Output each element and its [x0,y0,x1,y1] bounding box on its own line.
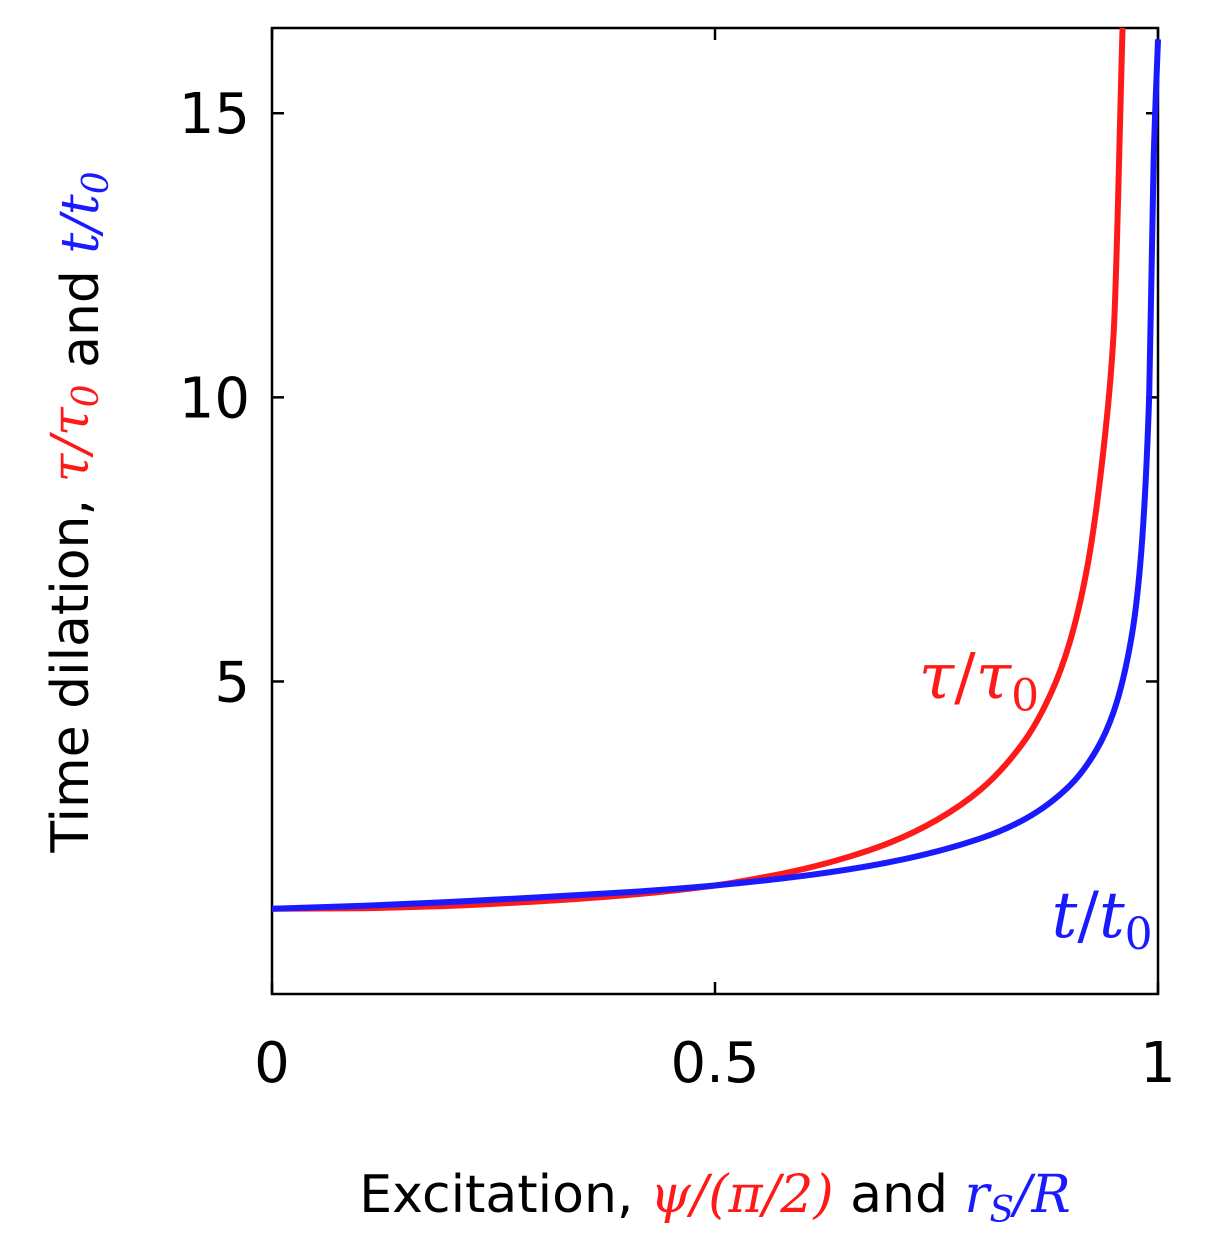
x-tick-label: 0.5 [670,1031,759,1096]
tau-ratio-label: τ/τ0 [919,641,1039,722]
y-tick-label: 15 [179,82,250,147]
x-tick-label: 0 [254,1031,290,1096]
t-ratio-curve [271,39,1161,912]
x-axis-label: Excitation, ψ/(π/2) and rS/R [359,1165,1070,1231]
curve-annotations: τ/τ0 t/t0 [919,641,1153,961]
plot-frame [270,26,1160,996]
y-tick-label: 10 [179,366,250,431]
tau-ratio-curve [271,27,1126,912]
x-tick-label: 1 [1140,1031,1176,1096]
y-axis-label: Time dilation, τ/τ0 and t/t0 [41,171,117,853]
y-tick-label: 5 [214,650,250,715]
series-curves [271,27,1161,912]
t-ratio-label: t/t0 [1052,879,1153,960]
